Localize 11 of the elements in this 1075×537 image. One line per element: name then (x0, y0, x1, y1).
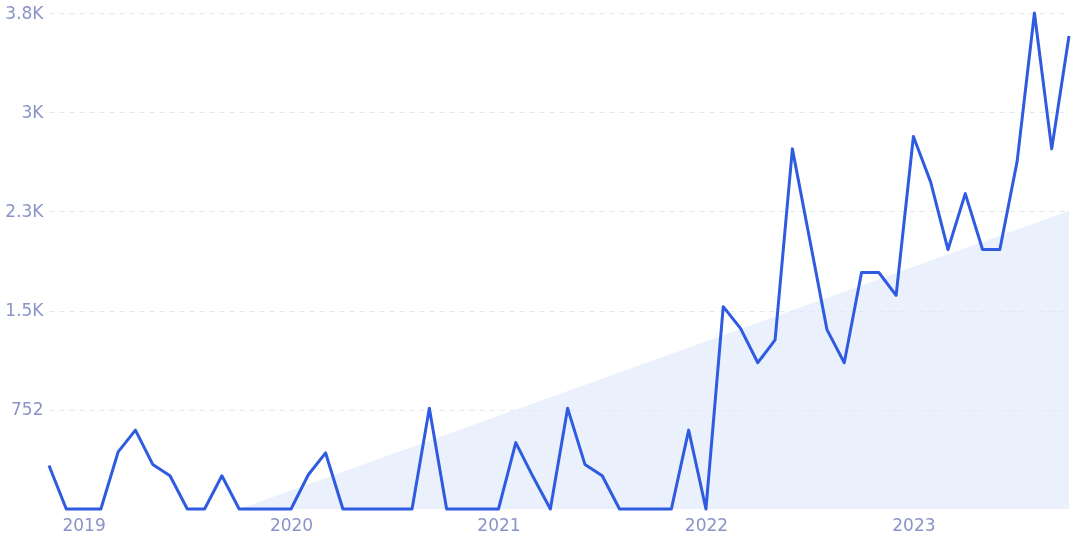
x-tick-label: 2022 (684, 514, 729, 535)
y-tick-label: 2.3K (5, 200, 45, 221)
y-tick-label: 752 (11, 399, 44, 420)
y-tick-label: 1.5K (5, 300, 45, 321)
x-tick-label: 2020 (269, 514, 314, 535)
x-tick-label: 2023 (892, 514, 936, 535)
y-tick-label: 3K (21, 101, 45, 122)
y-tick-label: 3.8K (5, 2, 45, 23)
x-tick-label: 2019 (62, 514, 106, 535)
x-tick-label: 2021 (477, 514, 521, 535)
line-series (47, 11, 1071, 511)
